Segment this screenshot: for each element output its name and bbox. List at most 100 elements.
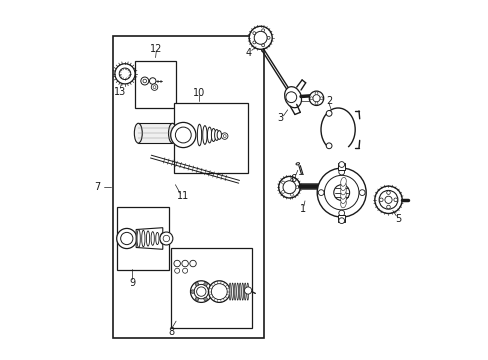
Circle shape <box>320 97 322 100</box>
Circle shape <box>175 127 191 143</box>
Circle shape <box>195 297 199 301</box>
Bar <box>134 61 176 108</box>
Text: 10: 10 <box>193 88 205 98</box>
Circle shape <box>386 205 389 209</box>
Ellipse shape <box>168 123 176 143</box>
Circle shape <box>338 210 344 216</box>
Circle shape <box>338 162 344 167</box>
Circle shape <box>163 235 169 242</box>
Circle shape <box>338 169 344 175</box>
Circle shape <box>244 287 251 294</box>
Ellipse shape <box>231 283 233 300</box>
Ellipse shape <box>340 182 346 190</box>
Circle shape <box>325 111 331 116</box>
Circle shape <box>189 260 196 267</box>
Text: 7: 7 <box>94 182 100 192</box>
Circle shape <box>182 260 188 267</box>
Text: 9: 9 <box>129 278 135 288</box>
Circle shape <box>252 32 255 35</box>
Bar <box>337 215 345 222</box>
Ellipse shape <box>214 130 219 140</box>
Circle shape <box>252 41 255 44</box>
Ellipse shape <box>284 87 301 108</box>
Ellipse shape <box>229 283 230 300</box>
Bar <box>337 163 345 170</box>
Bar <box>174 103 247 173</box>
Circle shape <box>312 95 320 102</box>
Ellipse shape <box>236 283 238 300</box>
Circle shape <box>261 29 264 32</box>
Circle shape <box>121 233 133 245</box>
Ellipse shape <box>340 190 346 199</box>
Circle shape <box>190 290 194 293</box>
Circle shape <box>281 190 284 193</box>
Circle shape <box>324 175 358 210</box>
Text: 12: 12 <box>150 44 162 54</box>
Text: 11: 11 <box>177 191 189 201</box>
Circle shape <box>254 31 266 44</box>
Circle shape <box>318 190 324 195</box>
Ellipse shape <box>142 230 144 247</box>
Ellipse shape <box>211 129 215 141</box>
Circle shape <box>203 282 207 286</box>
Circle shape <box>386 191 389 194</box>
Circle shape <box>309 97 312 100</box>
Ellipse shape <box>197 124 201 146</box>
Ellipse shape <box>239 283 241 300</box>
Circle shape <box>203 297 207 301</box>
Circle shape <box>149 78 156 84</box>
Circle shape <box>174 260 180 267</box>
Circle shape <box>378 190 397 209</box>
Circle shape <box>384 196 391 203</box>
Ellipse shape <box>244 283 245 300</box>
Ellipse shape <box>234 283 236 300</box>
Circle shape <box>208 290 211 293</box>
Circle shape <box>338 218 344 224</box>
Ellipse shape <box>207 127 211 143</box>
Ellipse shape <box>137 230 140 248</box>
Circle shape <box>141 77 148 85</box>
Ellipse shape <box>246 283 248 300</box>
Text: 6: 6 <box>289 174 296 184</box>
Text: 13: 13 <box>114 87 126 97</box>
Ellipse shape <box>340 195 346 203</box>
Ellipse shape <box>134 123 142 143</box>
Circle shape <box>223 135 225 138</box>
Text: 1: 1 <box>299 204 305 214</box>
Circle shape <box>160 232 172 245</box>
Circle shape <box>325 143 331 149</box>
Circle shape <box>290 178 293 181</box>
Circle shape <box>290 193 293 196</box>
Circle shape <box>208 281 230 302</box>
Circle shape <box>317 168 366 217</box>
Circle shape <box>278 176 300 198</box>
Circle shape <box>196 287 205 296</box>
Text: 2: 2 <box>325 96 331 106</box>
Circle shape <box>174 268 179 273</box>
Circle shape <box>115 64 135 84</box>
Circle shape <box>194 284 208 299</box>
Circle shape <box>283 181 295 194</box>
Circle shape <box>379 198 382 202</box>
Ellipse shape <box>340 177 346 186</box>
Ellipse shape <box>156 233 159 245</box>
Circle shape <box>142 79 146 83</box>
Circle shape <box>211 284 227 300</box>
Ellipse shape <box>217 131 221 139</box>
Circle shape <box>285 92 296 103</box>
Circle shape <box>359 190 365 195</box>
Circle shape <box>314 92 317 95</box>
Circle shape <box>195 282 199 286</box>
Text: 5: 5 <box>395 214 401 224</box>
Ellipse shape <box>295 163 299 165</box>
Circle shape <box>393 198 397 202</box>
Circle shape <box>333 185 349 201</box>
Circle shape <box>261 44 264 47</box>
Ellipse shape <box>340 186 346 195</box>
Polygon shape <box>136 228 163 249</box>
Bar <box>138 123 172 143</box>
Ellipse shape <box>241 283 243 300</box>
Circle shape <box>170 122 196 148</box>
Text: 4: 4 <box>245 48 251 58</box>
Bar <box>113 36 264 338</box>
